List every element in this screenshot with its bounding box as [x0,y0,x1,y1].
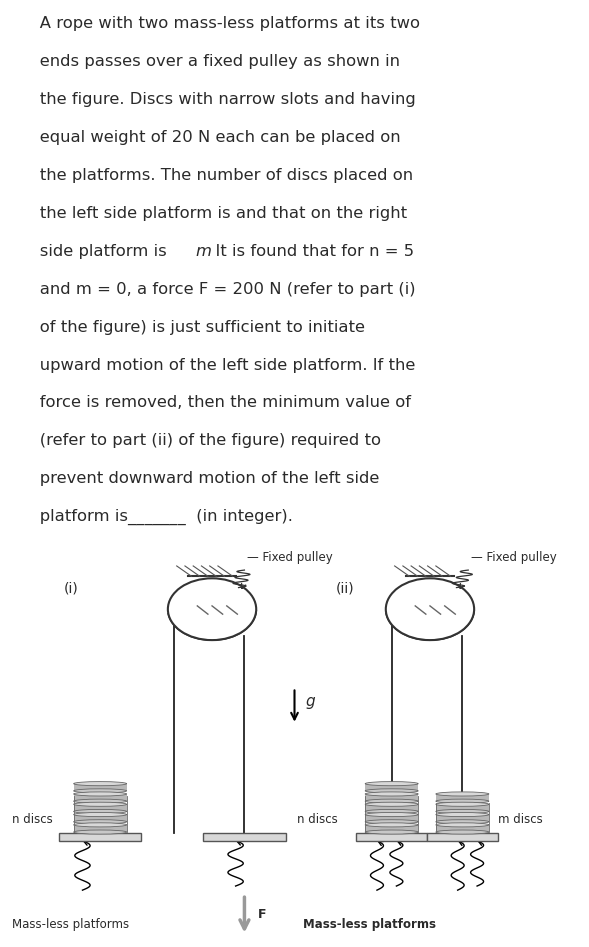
Ellipse shape [365,789,418,793]
Bar [59,833,141,841]
Text: n discs: n discs [297,813,338,826]
Text: n discs: n discs [12,813,52,826]
Bar [436,814,489,822]
Ellipse shape [365,813,418,816]
Bar [365,794,418,801]
Ellipse shape [436,830,489,834]
Text: ends passes over a fixed pulley as shown in: ends passes over a fixed pulley as shown… [24,54,399,69]
Text: upward motion of the left side platform. If the: upward motion of the left side platform.… [24,358,415,372]
Text: force is removed, then the minimum value of: force is removed, then the minimum value… [24,396,411,410]
Ellipse shape [436,813,489,816]
Ellipse shape [365,823,418,827]
Ellipse shape [74,789,127,793]
Circle shape [168,579,256,640]
Text: (i): (i) [63,581,78,596]
Bar [365,825,418,832]
Ellipse shape [436,810,489,813]
Ellipse shape [74,802,127,806]
Ellipse shape [436,799,489,803]
Ellipse shape [436,802,489,806]
Bar [436,804,489,812]
Ellipse shape [74,799,127,803]
Bar [203,833,286,841]
Ellipse shape [74,830,127,834]
Bar [365,784,418,791]
Text: A rope with two mass-less platforms at its two: A rope with two mass-less platforms at i… [24,16,419,31]
Ellipse shape [74,792,127,796]
Bar [74,784,127,791]
Text: g: g [305,694,315,709]
Text: the platforms. The number of discs placed on: the platforms. The number of discs place… [24,168,413,183]
Bar [436,825,489,832]
Bar [436,794,489,801]
Text: m discs: m discs [498,813,542,826]
Ellipse shape [436,820,489,824]
Ellipse shape [365,792,418,796]
Bar [74,814,127,822]
Text: the left side platform is and that on the right: the left side platform is and that on th… [24,205,406,221]
Ellipse shape [74,813,127,816]
Ellipse shape [436,792,489,796]
Text: F: F [257,908,266,921]
Text: and m = 0, a force F = 200 N (refer to part (i): and m = 0, a force F = 200 N (refer to p… [24,282,415,296]
Text: equal weight of 20 N each can be placed on: equal weight of 20 N each can be placed … [24,130,400,145]
Text: Mass-less platforms: Mass-less platforms [303,918,436,931]
Text: side platform is: side platform is [24,244,171,259]
Bar [365,814,418,822]
Ellipse shape [365,781,418,786]
Ellipse shape [74,823,127,827]
Bar [356,833,427,841]
Ellipse shape [365,830,418,834]
Ellipse shape [365,802,418,806]
Ellipse shape [365,810,418,813]
Bar [74,825,127,832]
Bar [74,804,127,812]
Ellipse shape [74,810,127,813]
Text: prevent downward motion of the left side: prevent downward motion of the left side [24,472,379,486]
Text: (refer to part (ii) of the figure) required to: (refer to part (ii) of the figure) requi… [24,434,380,448]
Text: — Fixed pulley: — Fixed pulley [247,551,333,564]
Text: m: m [196,244,211,259]
Ellipse shape [74,781,127,786]
Text: — Fixed pulley: — Fixed pulley [471,551,557,564]
Text: (ii): (ii) [335,581,354,596]
Circle shape [386,579,474,640]
Bar [74,794,127,801]
Bar [427,833,498,841]
Ellipse shape [74,820,127,824]
Text: It is found that for n = 5: It is found that for n = 5 [205,244,414,259]
Ellipse shape [365,820,418,824]
Text: platform is_______  (in integer).: platform is_______ (in integer). [24,509,292,526]
Bar [365,804,418,812]
Text: of the figure) is just sufficient to initiate: of the figure) is just sufficient to ini… [24,320,365,334]
Ellipse shape [436,823,489,827]
Text: the figure. Discs with narrow slots and having: the figure. Discs with narrow slots and … [24,92,415,107]
Ellipse shape [365,799,418,803]
Text: Mass-less platforms: Mass-less platforms [12,918,129,931]
